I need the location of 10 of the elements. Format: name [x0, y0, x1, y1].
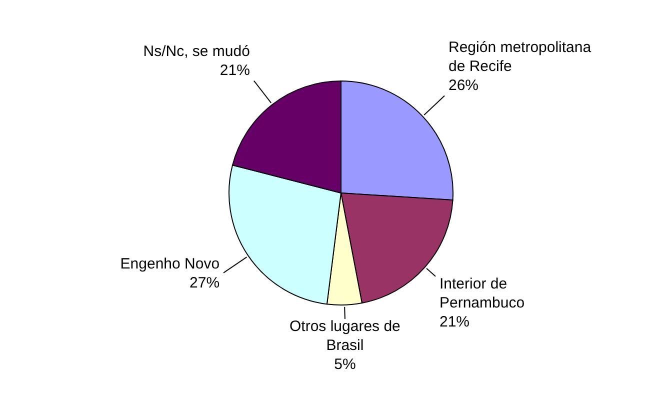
- data-label: 26%: [448, 76, 479, 94]
- slice-label: Interior de Pernambuco: [440, 275, 525, 312]
- data-label: 21%: [220, 62, 250, 79]
- data-label: 21%: [440, 313, 470, 330]
- data-label: 27%: [190, 274, 220, 292]
- slice-label: Región metropolitana de Recife: [448, 38, 592, 75]
- slice-label: Ns/Nc, se mudó: [143, 42, 250, 60]
- data-label: 5%: [334, 356, 356, 373]
- slice-label: Otros lugares de Brasil: [290, 318, 400, 354]
- slice-label: Engenho Novo: [120, 255, 220, 272]
